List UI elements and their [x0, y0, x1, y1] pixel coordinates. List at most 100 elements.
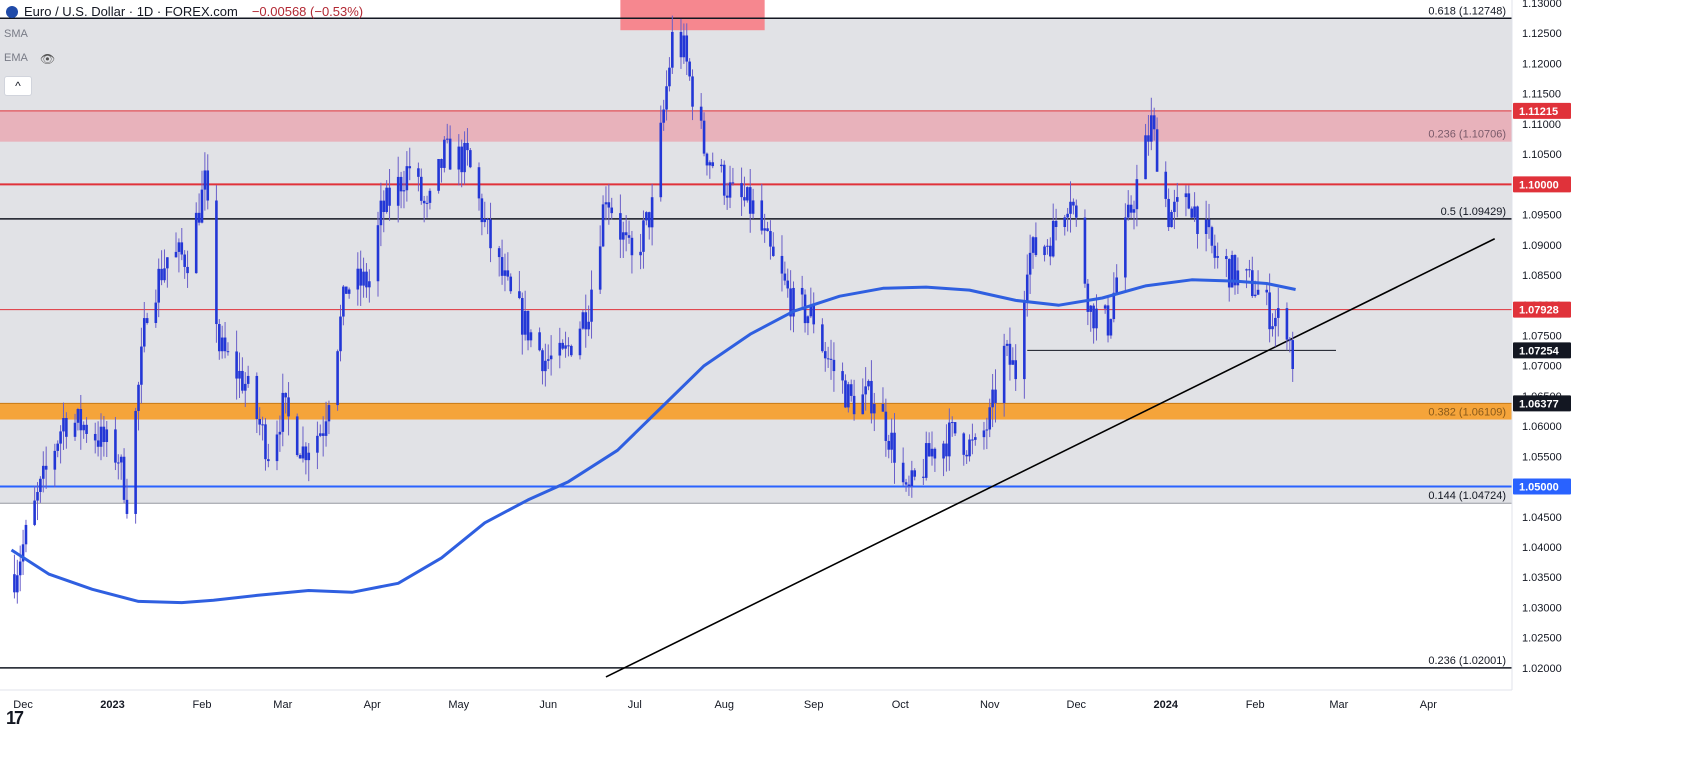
candle-body [1126, 204, 1130, 218]
candle-body [904, 482, 908, 485]
candle [1072, 198, 1075, 215]
candle-body [867, 380, 870, 387]
time-axis[interactable]: Dec 2023 Feb Mar Apr May Jun Jul Aug Sep Oct Nov Dec… [0, 689, 1512, 711]
candle-body [1187, 193, 1191, 209]
candle [685, 23, 689, 76]
tradingview-logo[interactable]: 17 [6, 708, 24, 728]
candle-body [708, 162, 712, 166]
candle-body [336, 351, 339, 406]
candle [316, 421, 319, 470]
symbol-legend[interactable]: Euro / U.S. Dollar · 1D · FOREX.com −0.0… [6, 4, 363, 19]
x-tick-label: Nov [980, 699, 1000, 711]
candle [1276, 287, 1280, 337]
candle-body [728, 182, 732, 198]
price-badge-label: 1.05000 [1519, 482, 1559, 494]
candle [927, 432, 931, 457]
candle [93, 422, 97, 454]
fib-label-2: 0.5 (1.09429) [1441, 206, 1506, 218]
candle [119, 454, 123, 480]
candle-body [1204, 219, 1208, 234]
candle-body [125, 499, 129, 514]
indicator-sma[interactable]: SMA [4, 28, 28, 40]
candle [1155, 117, 1159, 172]
candle-body [154, 302, 158, 323]
candle-body [766, 228, 769, 232]
candle [792, 281, 795, 333]
candle [368, 269, 371, 303]
x-tick-label: Feb [193, 699, 212, 711]
candle [336, 349, 339, 411]
candle [448, 125, 452, 170]
candle [445, 123, 449, 144]
candle-body [1086, 283, 1090, 312]
candle-body [985, 429, 989, 431]
candle-body [844, 380, 847, 408]
candle [402, 170, 406, 209]
candle-body [157, 268, 161, 303]
candle-body [691, 76, 694, 107]
candle-body [1034, 237, 1038, 256]
candle [668, 57, 671, 92]
candle [722, 160, 726, 205]
candle [39, 476, 42, 503]
candle [24, 519, 28, 553]
y-tick-label: 1.07500 [1522, 330, 1562, 342]
collapse-indicators-button[interactable]: ^ [4, 76, 32, 96]
candle-body [388, 187, 391, 206]
candle-body [1164, 171, 1168, 199]
candle [122, 448, 126, 504]
candle [728, 165, 732, 209]
candle-body [1074, 205, 1078, 218]
candle [379, 182, 383, 247]
candle [117, 454, 120, 480]
candle [1210, 225, 1214, 254]
candle [621, 221, 625, 258]
candle-body [598, 246, 602, 290]
x-tick-label: Mar [273, 699, 292, 711]
candle [1236, 257, 1240, 295]
candle [985, 417, 989, 450]
candle-body [1184, 193, 1188, 198]
candle-body [1210, 227, 1214, 246]
candle [1103, 304, 1107, 314]
price-badge-bg [1513, 102, 1571, 119]
candle-body [930, 448, 934, 457]
candle-body [1173, 201, 1176, 212]
candle-body [203, 170, 207, 190]
candle-body [428, 190, 432, 203]
candle-body [281, 392, 285, 432]
candle [711, 152, 715, 169]
candle-body [748, 187, 752, 214]
candle [520, 292, 524, 355]
candle [140, 327, 143, 404]
price-badge: 1.07254 [1513, 342, 1571, 359]
y-tick-label: 1.04500 [1522, 512, 1562, 524]
candle [1271, 313, 1274, 337]
candle [610, 197, 614, 220]
candle [973, 433, 977, 446]
candle-body [1049, 245, 1052, 257]
candle [466, 128, 469, 166]
candle [1086, 279, 1090, 326]
price-badge-label: 1.06377 [1519, 398, 1559, 410]
candle [1031, 236, 1035, 269]
candle [365, 263, 368, 298]
candle-body [82, 424, 85, 431]
candle [558, 327, 562, 369]
indicator-ema[interactable]: EMA [4, 52, 28, 64]
y-tick-label: 1.03000 [1522, 602, 1562, 614]
candle [847, 381, 850, 413]
candle [500, 239, 504, 285]
price-axis[interactable]: 1.13000 1.12500 1.12000 1.11500 1.11000 1.105… [1511, 0, 1691, 763]
candle-body [36, 491, 39, 501]
candle [549, 335, 553, 376]
candle [339, 304, 342, 362]
hidden-eye-icon[interactable]: 👁︎ [40, 52, 56, 66]
candle [1213, 234, 1217, 269]
x-tick-label: Dec [1067, 699, 1087, 711]
candle [1173, 189, 1176, 230]
candle-body [1005, 343, 1009, 346]
candle [284, 392, 287, 414]
